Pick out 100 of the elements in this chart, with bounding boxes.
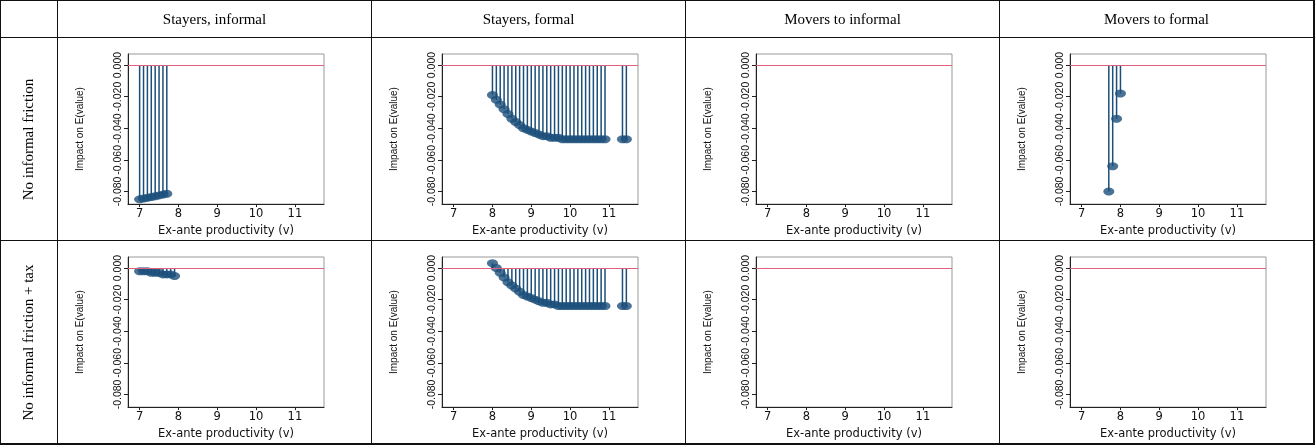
x-tick-label: 11: [915, 206, 931, 221]
y-axis-title: Impact on E(value): [387, 290, 399, 375]
x-tick-label: 11: [287, 409, 303, 424]
x-tick-label: 8: [488, 409, 497, 424]
chart-title: Stayers, formal: [372, 1, 686, 38]
x-tick-label: 10: [1190, 206, 1206, 221]
x-tick-label: 8: [174, 409, 183, 424]
x-tick-label: 7: [135, 206, 144, 221]
y-tick-label: -0.040: [424, 113, 437, 144]
chart-title: Movers to informal: [686, 1, 1000, 38]
x-tick-label: 9: [1155, 206, 1163, 221]
chart-title: Movers to formal: [1000, 1, 1314, 38]
x-tick-label: 11: [287, 206, 303, 221]
x-axis-title: Ex-ante productivity (v): [158, 426, 294, 440]
y-tick-label: -0.060: [738, 144, 751, 175]
x-axis-title: Ex-ante productivity (v): [472, 223, 608, 237]
y-tick-label: -0.080: [1052, 379, 1065, 410]
x-tick-label: 7: [763, 206, 772, 221]
x-tick-label: 7: [763, 409, 772, 424]
x-tick-label: 8: [802, 409, 811, 424]
y-tick-label: 0.000: [1052, 51, 1065, 79]
x-tick-label: 8: [1116, 409, 1125, 424]
y-tick-label: -0.060: [1052, 347, 1065, 378]
y-tick-label: 0.000: [424, 254, 437, 282]
y-tick-label: 0.000: [738, 254, 751, 282]
y-tick-label: -0.020: [110, 284, 123, 315]
x-tick-label: 10: [248, 409, 264, 424]
y-tick-label: 0.000: [110, 254, 123, 282]
y-tick-label: -0.020: [1052, 81, 1065, 112]
y-tick-label: -0.040: [110, 316, 123, 347]
y-axis-title: Impact on E(value): [1015, 87, 1027, 172]
x-axis-title: Ex-ante productivity (v): [158, 223, 294, 237]
y-tick-label: -0.080: [110, 176, 123, 207]
x-axis-title: Ex-ante productivity (v): [786, 426, 922, 440]
y-tick-label: -0.060: [110, 347, 123, 378]
y-tick-label: -0.020: [424, 284, 437, 315]
y-tick-label: -0.040: [1052, 316, 1065, 347]
y-axis-title: Impact on E(value): [73, 87, 85, 172]
y-tick-label: -0.080: [738, 379, 751, 410]
y-tick-label: -0.060: [1052, 144, 1065, 175]
x-tick-label: 8: [488, 206, 497, 221]
y-tick-label: -0.060: [738, 347, 751, 378]
y-axis-title: Impact on E(value): [73, 290, 85, 375]
x-tick-label: 11: [601, 409, 617, 424]
y-axis-title: Impact on E(value): [701, 87, 713, 172]
x-tick-label: 11: [915, 409, 931, 424]
x-axis-title: Ex-ante productivity (v): [786, 223, 922, 237]
x-axis-title: Ex-ante productivity (v): [1100, 426, 1236, 440]
x-tick-label: 9: [213, 206, 221, 221]
x-tick-label: 9: [213, 409, 221, 424]
x-tick-label: 10: [562, 206, 578, 221]
x-tick-label: 9: [841, 409, 849, 424]
y-tick-label: -0.020: [1052, 284, 1065, 315]
x-tick-label: 7: [1077, 409, 1086, 424]
y-tick-label: -0.040: [110, 113, 123, 144]
y-tick-label: 0.000: [424, 51, 437, 79]
chart-title: Stayers, informal: [58, 1, 372, 38]
y-tick-label: -0.020: [738, 284, 751, 315]
y-tick-label: -0.060: [424, 347, 437, 378]
y-tick-label: -0.060: [424, 144, 437, 175]
x-tick-label: 10: [1190, 409, 1206, 424]
x-tick-label: 9: [1155, 409, 1163, 424]
x-tick-label: 7: [449, 409, 458, 424]
x-tick-label: 9: [841, 206, 849, 221]
y-tick-label: -0.040: [1052, 113, 1065, 144]
y-tick-label: -0.040: [738, 113, 751, 144]
y-tick-label: -0.080: [424, 176, 437, 207]
y-tick-label: -0.020: [738, 81, 751, 112]
y-axis-title: Impact on E(value): [701, 290, 713, 375]
text: No informal friction + tax: [20, 264, 38, 420]
y-tick-label: -0.040: [424, 316, 437, 347]
y-axis-title: Impact on E(value): [1015, 290, 1027, 375]
x-tick-label: 9: [527, 206, 535, 221]
x-tick-label: 7: [135, 409, 144, 424]
y-tick-label: -0.020: [424, 81, 437, 112]
x-axis-title: Ex-ante productivity (v): [1100, 223, 1236, 237]
y-tick-label: -0.060: [110, 144, 123, 175]
x-tick-label: 11: [1229, 206, 1245, 221]
y-tick-label: -0.040: [738, 316, 751, 347]
x-tick-label: 8: [802, 206, 811, 221]
y-tick-label: 0.000: [738, 51, 751, 79]
x-tick-label: 7: [1077, 206, 1086, 221]
x-tick-label: 11: [601, 206, 617, 221]
x-tick-label: 10: [248, 206, 264, 221]
x-tick-label: 9: [527, 409, 535, 424]
x-axis-title: Ex-ante productivity (v): [472, 426, 608, 440]
x-tick-label: 8: [174, 206, 183, 221]
x-tick-label: 11: [1229, 409, 1245, 424]
x-tick-label: 10: [876, 206, 892, 221]
y-tick-label: 0.000: [1052, 254, 1065, 282]
y-tick-label: -0.080: [424, 379, 437, 410]
x-tick-label: 10: [876, 409, 892, 424]
x-tick-label: 7: [449, 206, 458, 221]
x-tick-label: 10: [562, 409, 578, 424]
y-axis-title: Impact on E(value): [387, 87, 399, 172]
y-tick-label: -0.080: [1052, 176, 1065, 207]
x-tick-label: 8: [1116, 206, 1125, 221]
y-tick-label: -0.080: [110, 379, 123, 410]
y-tick-label: -0.080: [738, 176, 751, 207]
y-tick-label: -0.020: [110, 81, 123, 112]
